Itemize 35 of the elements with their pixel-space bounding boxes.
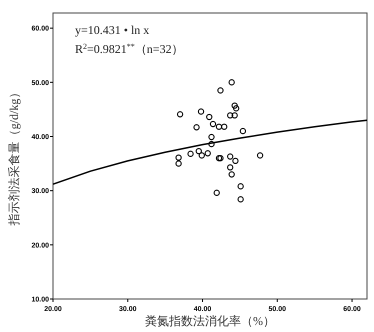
annotation: y=10.431 • ln x — [75, 23, 150, 37]
point — [228, 171, 235, 178]
point — [208, 140, 215, 148]
point — [238, 196, 244, 202]
point — [175, 160, 182, 167]
point — [214, 190, 220, 196]
point — [221, 124, 228, 130]
x-axis-title: 粪氮指数法消化率（%） — [145, 314, 275, 328]
point — [233, 105, 240, 112]
point — [227, 153, 234, 160]
point — [217, 87, 224, 94]
point — [256, 152, 264, 159]
point — [227, 164, 234, 171]
point — [206, 114, 212, 120]
y-axis-title: 指示剂法采食量（g/d/kg） — [7, 86, 21, 226]
point — [210, 120, 216, 128]
point — [232, 102, 238, 109]
point — [176, 111, 184, 118]
point — [204, 150, 211, 156]
point — [198, 152, 205, 159]
point — [240, 128, 246, 134]
point — [232, 112, 238, 119]
point — [238, 183, 244, 190]
point — [175, 154, 182, 161]
point — [187, 150, 194, 157]
point — [227, 112, 234, 119]
point — [198, 108, 204, 115]
point — [232, 158, 239, 164]
point — [228, 79, 235, 86]
point — [196, 148, 202, 154]
line-series — [52, 120, 368, 185]
point — [193, 124, 200, 130]
point — [208, 134, 215, 140]
point — [216, 124, 222, 130]
annotation: R$^{2}$=0.9821$^{**}$（n=32） — [75, 42, 184, 56]
